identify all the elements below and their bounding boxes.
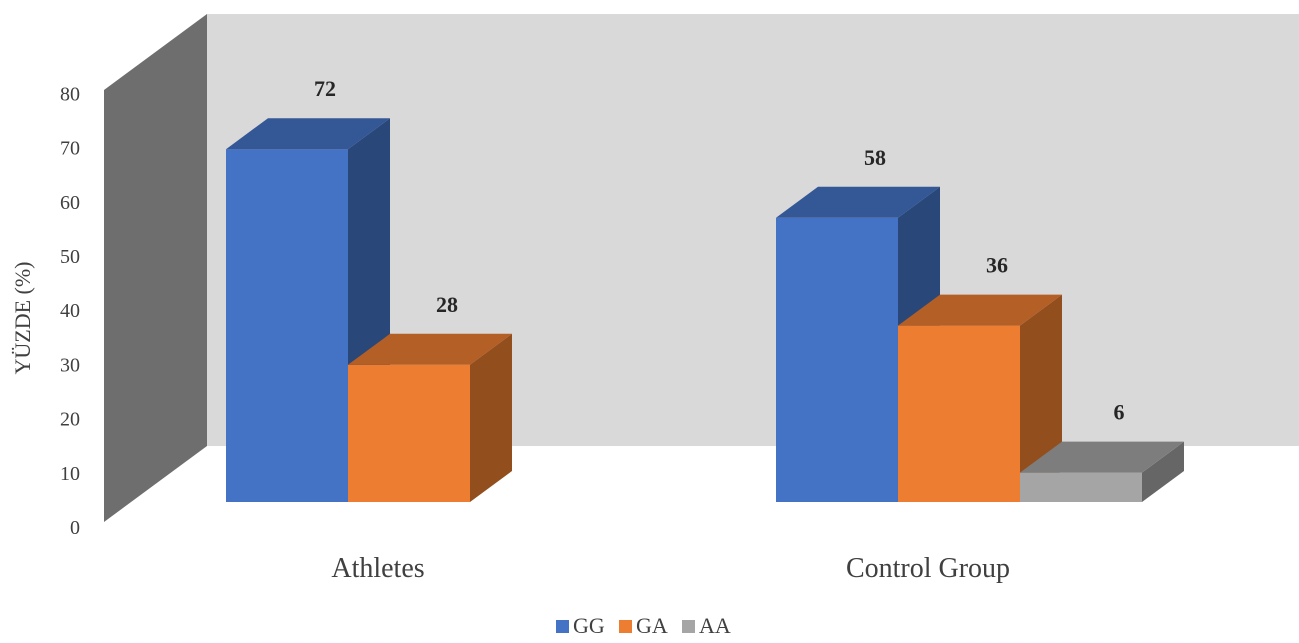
bar-front — [1020, 472, 1142, 502]
y-tick-label: 10 — [60, 463, 80, 485]
y-tick-label: 80 — [60, 83, 80, 105]
data-label: 6 — [1114, 400, 1125, 425]
legend-swatch-aa — [682, 620, 695, 633]
data-labels: 72 28 58 36 6 — [314, 76, 1125, 424]
y-axis: YÜZDE (%) 0 10 20 30 40 50 60 70 80 — [10, 83, 80, 539]
legend-label-gg: GG — [573, 613, 605, 638]
bar-ga-0 — [348, 333, 512, 502]
bar-top — [898, 294, 1062, 326]
bar-front — [898, 325, 1020, 502]
bar-front — [348, 364, 470, 502]
y-tick-label: 70 — [60, 138, 80, 160]
bar-front — [226, 149, 348, 502]
bar-side — [470, 333, 512, 502]
legend: GG GA AA — [556, 613, 731, 638]
bar-side — [1142, 441, 1184, 502]
data-label: 28 — [436, 292, 458, 317]
legend-swatch-ga — [619, 620, 632, 633]
data-label: 36 — [986, 253, 1008, 278]
legend-label-aa: AA — [699, 613, 731, 638]
y-tick-label: 20 — [60, 409, 80, 431]
y-tick-label: 50 — [60, 246, 80, 268]
data-label: 58 — [864, 145, 886, 170]
bar-top — [348, 333, 512, 365]
legend-label-ga: GA — [636, 613, 668, 638]
y-axis-title: YÜZDE (%) — [10, 261, 35, 374]
category-label: Control Group — [846, 553, 1010, 584]
bars — [226, 118, 1184, 503]
category-label: Athletes — [331, 553, 424, 584]
y-tick-label: 30 — [60, 354, 80, 376]
data-label: 72 — [314, 76, 336, 101]
bar-front — [776, 217, 898, 503]
bar-top — [1020, 441, 1184, 473]
bar-top — [226, 118, 390, 150]
bar-top — [776, 186, 940, 218]
legend-swatch-gg — [556, 620, 569, 633]
category-labels: Athletes Control Group — [331, 553, 1010, 584]
y-tick-label: 0 — [70, 517, 80, 539]
y-tick-label: 40 — [60, 300, 80, 322]
side-wall — [104, 14, 207, 522]
bar-gg-0 — [226, 118, 390, 502]
bar-aa-1 — [1020, 441, 1184, 502]
y-tick-label: 60 — [60, 192, 80, 214]
